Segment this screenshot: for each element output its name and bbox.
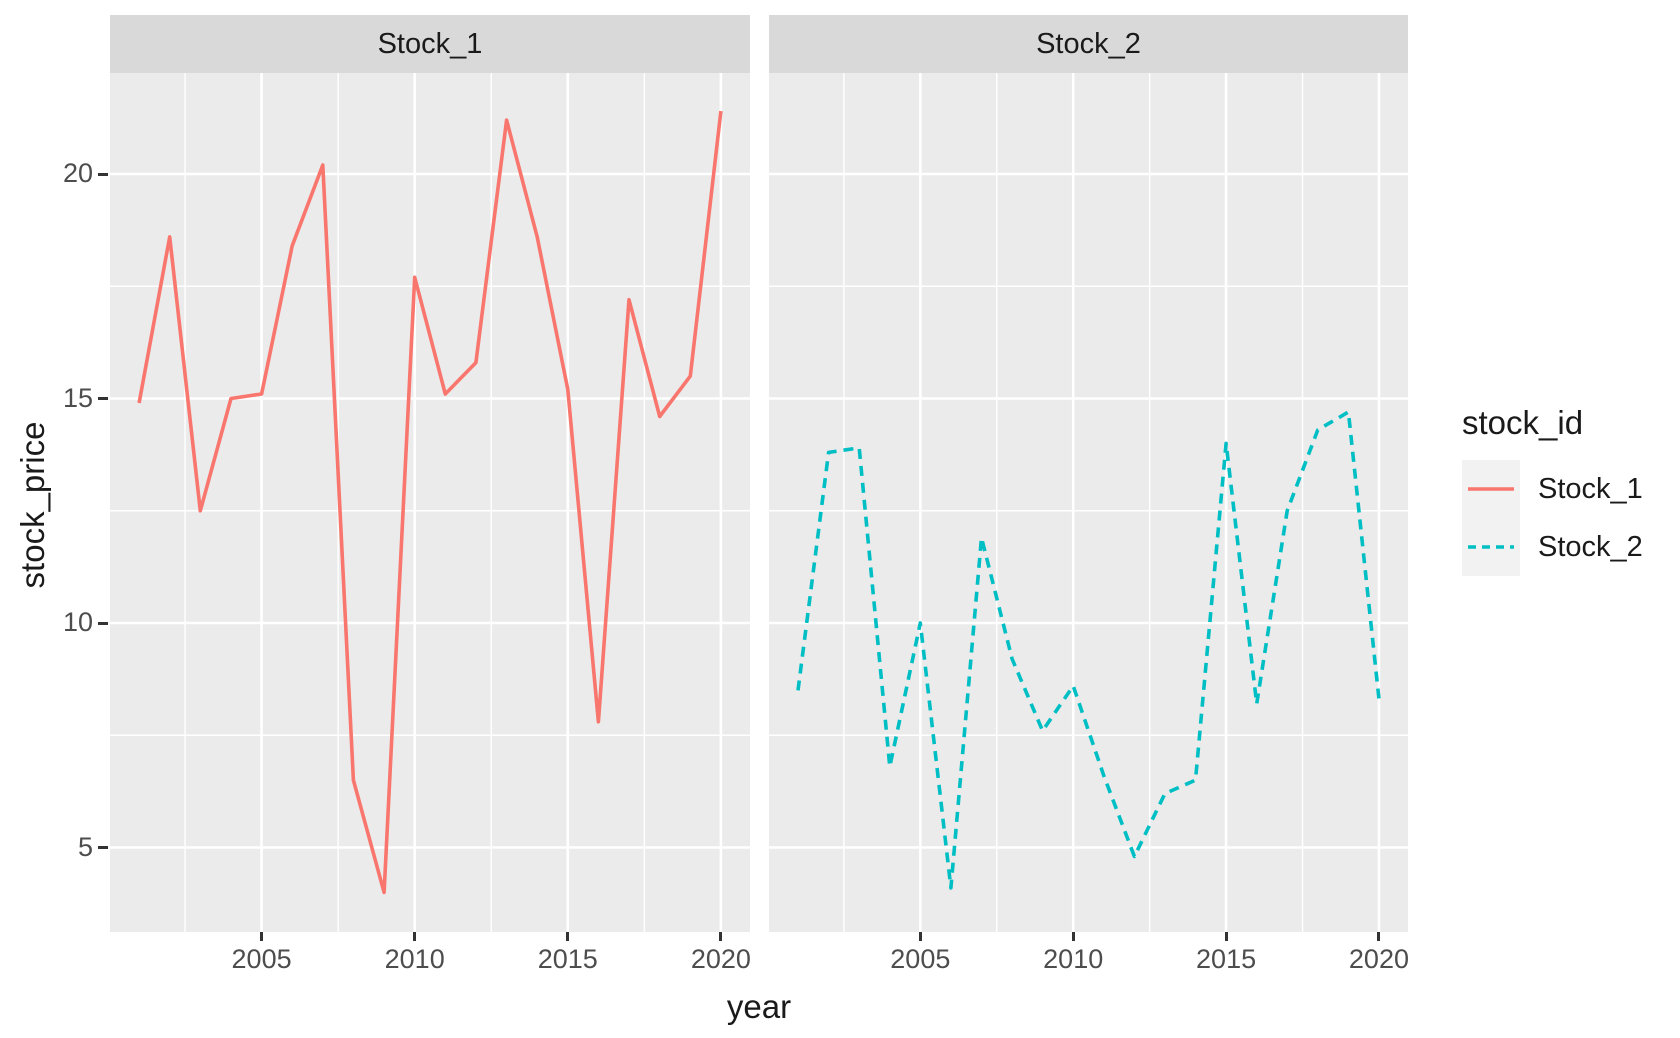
x-tick-mark	[719, 932, 723, 941]
series-line-stock_2	[796, 410, 1381, 890]
y-tick-mark	[98, 397, 108, 400]
y-tick-label: 20	[62, 158, 93, 188]
panel-background	[110, 73, 750, 932]
legend-title: stock_id	[1462, 404, 1584, 441]
legend-item-label: Stock_1	[1538, 472, 1643, 505]
y-axis-title: stock_price	[14, 421, 51, 589]
facet-strip-stock-2: Stock_2	[769, 15, 1408, 73]
facet-panel-stock_2	[769, 73, 1408, 932]
y-tick-label: 10	[62, 607, 93, 637]
x-axis-title: year	[726, 988, 792, 1025]
legend-item-stock_1: Stock_1	[1462, 460, 1643, 518]
x-tick-mark	[413, 932, 417, 941]
x-tick-mark	[1377, 932, 1381, 941]
legend-item-label: Stock_2	[1538, 530, 1643, 563]
x-tick-mark	[1071, 932, 1075, 941]
x-tick-label: 2010	[384, 944, 445, 974]
x-tick-label: 2020	[690, 944, 751, 974]
x-tick-label: 2005	[890, 944, 951, 974]
x-tick-mark	[566, 932, 570, 941]
y-tick-label: 15	[62, 382, 93, 413]
x-tick-label: 2015	[537, 944, 598, 974]
legend-key-swatch	[1462, 518, 1520, 576]
x-tick-mark	[260, 932, 264, 941]
x-tick-label: 2020	[1348, 944, 1409, 974]
legend-key-swatch	[1462, 460, 1520, 518]
y-tick-mark	[98, 846, 108, 849]
y-tick-label: 5	[77, 831, 93, 862]
legend: stock_id Stock_1 Stock_2	[1462, 404, 1643, 576]
facet-panel-stock_1	[110, 73, 750, 932]
series-line-stock_1	[137, 110, 723, 895]
legend-item-stock_2: Stock_2	[1462, 518, 1643, 576]
panel-background	[769, 73, 1408, 932]
y-tick-mark	[98, 172, 108, 176]
x-tick-label: 2005	[231, 944, 292, 974]
y-tick-mark	[98, 621, 108, 625]
facet-strip-stock-1: Stock_1	[110, 15, 750, 73]
x-tick-mark	[918, 932, 922, 941]
x-tick-mark	[1224, 932, 1228, 941]
facet-strip-label: Stock_1	[377, 27, 483, 60]
facet-strip-label: Stock_2	[1036, 27, 1141, 60]
x-tick-label: 2010	[1043, 944, 1104, 974]
x-tick-label: 2015	[1196, 944, 1257, 974]
